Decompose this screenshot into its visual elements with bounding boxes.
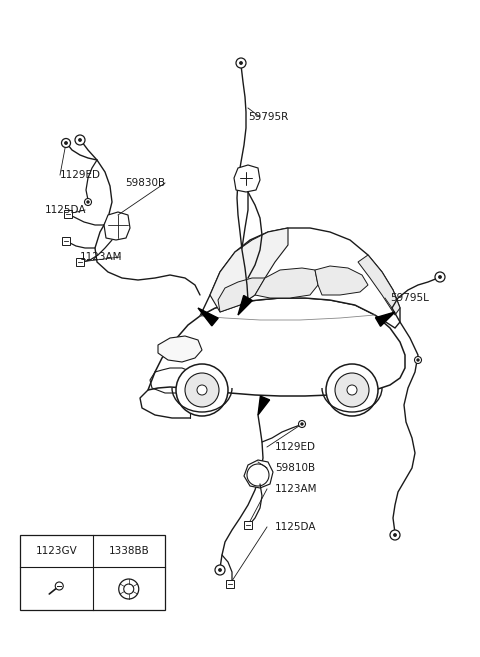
- Polygon shape: [148, 298, 405, 396]
- Polygon shape: [238, 296, 252, 315]
- Circle shape: [219, 569, 221, 571]
- Text: 1125DA: 1125DA: [45, 205, 86, 215]
- Circle shape: [215, 565, 225, 575]
- Circle shape: [439, 276, 441, 278]
- Text: 1338BB: 1338BB: [108, 546, 149, 556]
- Polygon shape: [210, 228, 288, 312]
- Polygon shape: [104, 212, 130, 240]
- Circle shape: [347, 385, 357, 395]
- Text: 1129ED: 1129ED: [275, 442, 316, 452]
- Circle shape: [75, 135, 85, 145]
- Circle shape: [390, 530, 400, 540]
- Circle shape: [415, 357, 421, 363]
- Polygon shape: [158, 336, 202, 362]
- Text: 59810B: 59810B: [275, 463, 315, 473]
- Text: 59830B: 59830B: [125, 178, 165, 188]
- Circle shape: [326, 364, 378, 416]
- Polygon shape: [358, 255, 400, 315]
- Circle shape: [240, 62, 242, 64]
- Polygon shape: [218, 278, 265, 312]
- Polygon shape: [258, 396, 270, 415]
- Circle shape: [394, 533, 396, 536]
- Text: 1123AM: 1123AM: [80, 252, 122, 262]
- Circle shape: [119, 579, 139, 599]
- Polygon shape: [234, 165, 260, 192]
- Circle shape: [65, 142, 67, 144]
- Text: 59795L: 59795L: [390, 293, 429, 303]
- Polygon shape: [375, 312, 395, 327]
- Circle shape: [335, 373, 369, 407]
- Circle shape: [299, 420, 305, 428]
- Circle shape: [435, 272, 445, 282]
- Circle shape: [197, 385, 207, 395]
- Polygon shape: [198, 308, 218, 326]
- Text: 1129ED: 1129ED: [60, 170, 101, 180]
- Text: 1125DA: 1125DA: [275, 522, 316, 532]
- Circle shape: [176, 364, 228, 416]
- Circle shape: [417, 359, 419, 361]
- Polygon shape: [244, 460, 273, 488]
- Text: 1123GV: 1123GV: [36, 546, 77, 556]
- Circle shape: [61, 139, 71, 148]
- Circle shape: [236, 58, 246, 68]
- Circle shape: [84, 198, 92, 206]
- Circle shape: [79, 139, 81, 141]
- Circle shape: [87, 201, 89, 203]
- Text: 59795R: 59795R: [248, 112, 288, 122]
- Polygon shape: [200, 228, 400, 328]
- Text: 1123AM: 1123AM: [275, 484, 317, 494]
- Bar: [20, 535, 165, 610]
- Polygon shape: [315, 266, 368, 295]
- Polygon shape: [255, 268, 318, 298]
- Circle shape: [185, 373, 219, 407]
- Circle shape: [55, 582, 63, 590]
- Circle shape: [124, 584, 134, 594]
- Circle shape: [301, 423, 303, 425]
